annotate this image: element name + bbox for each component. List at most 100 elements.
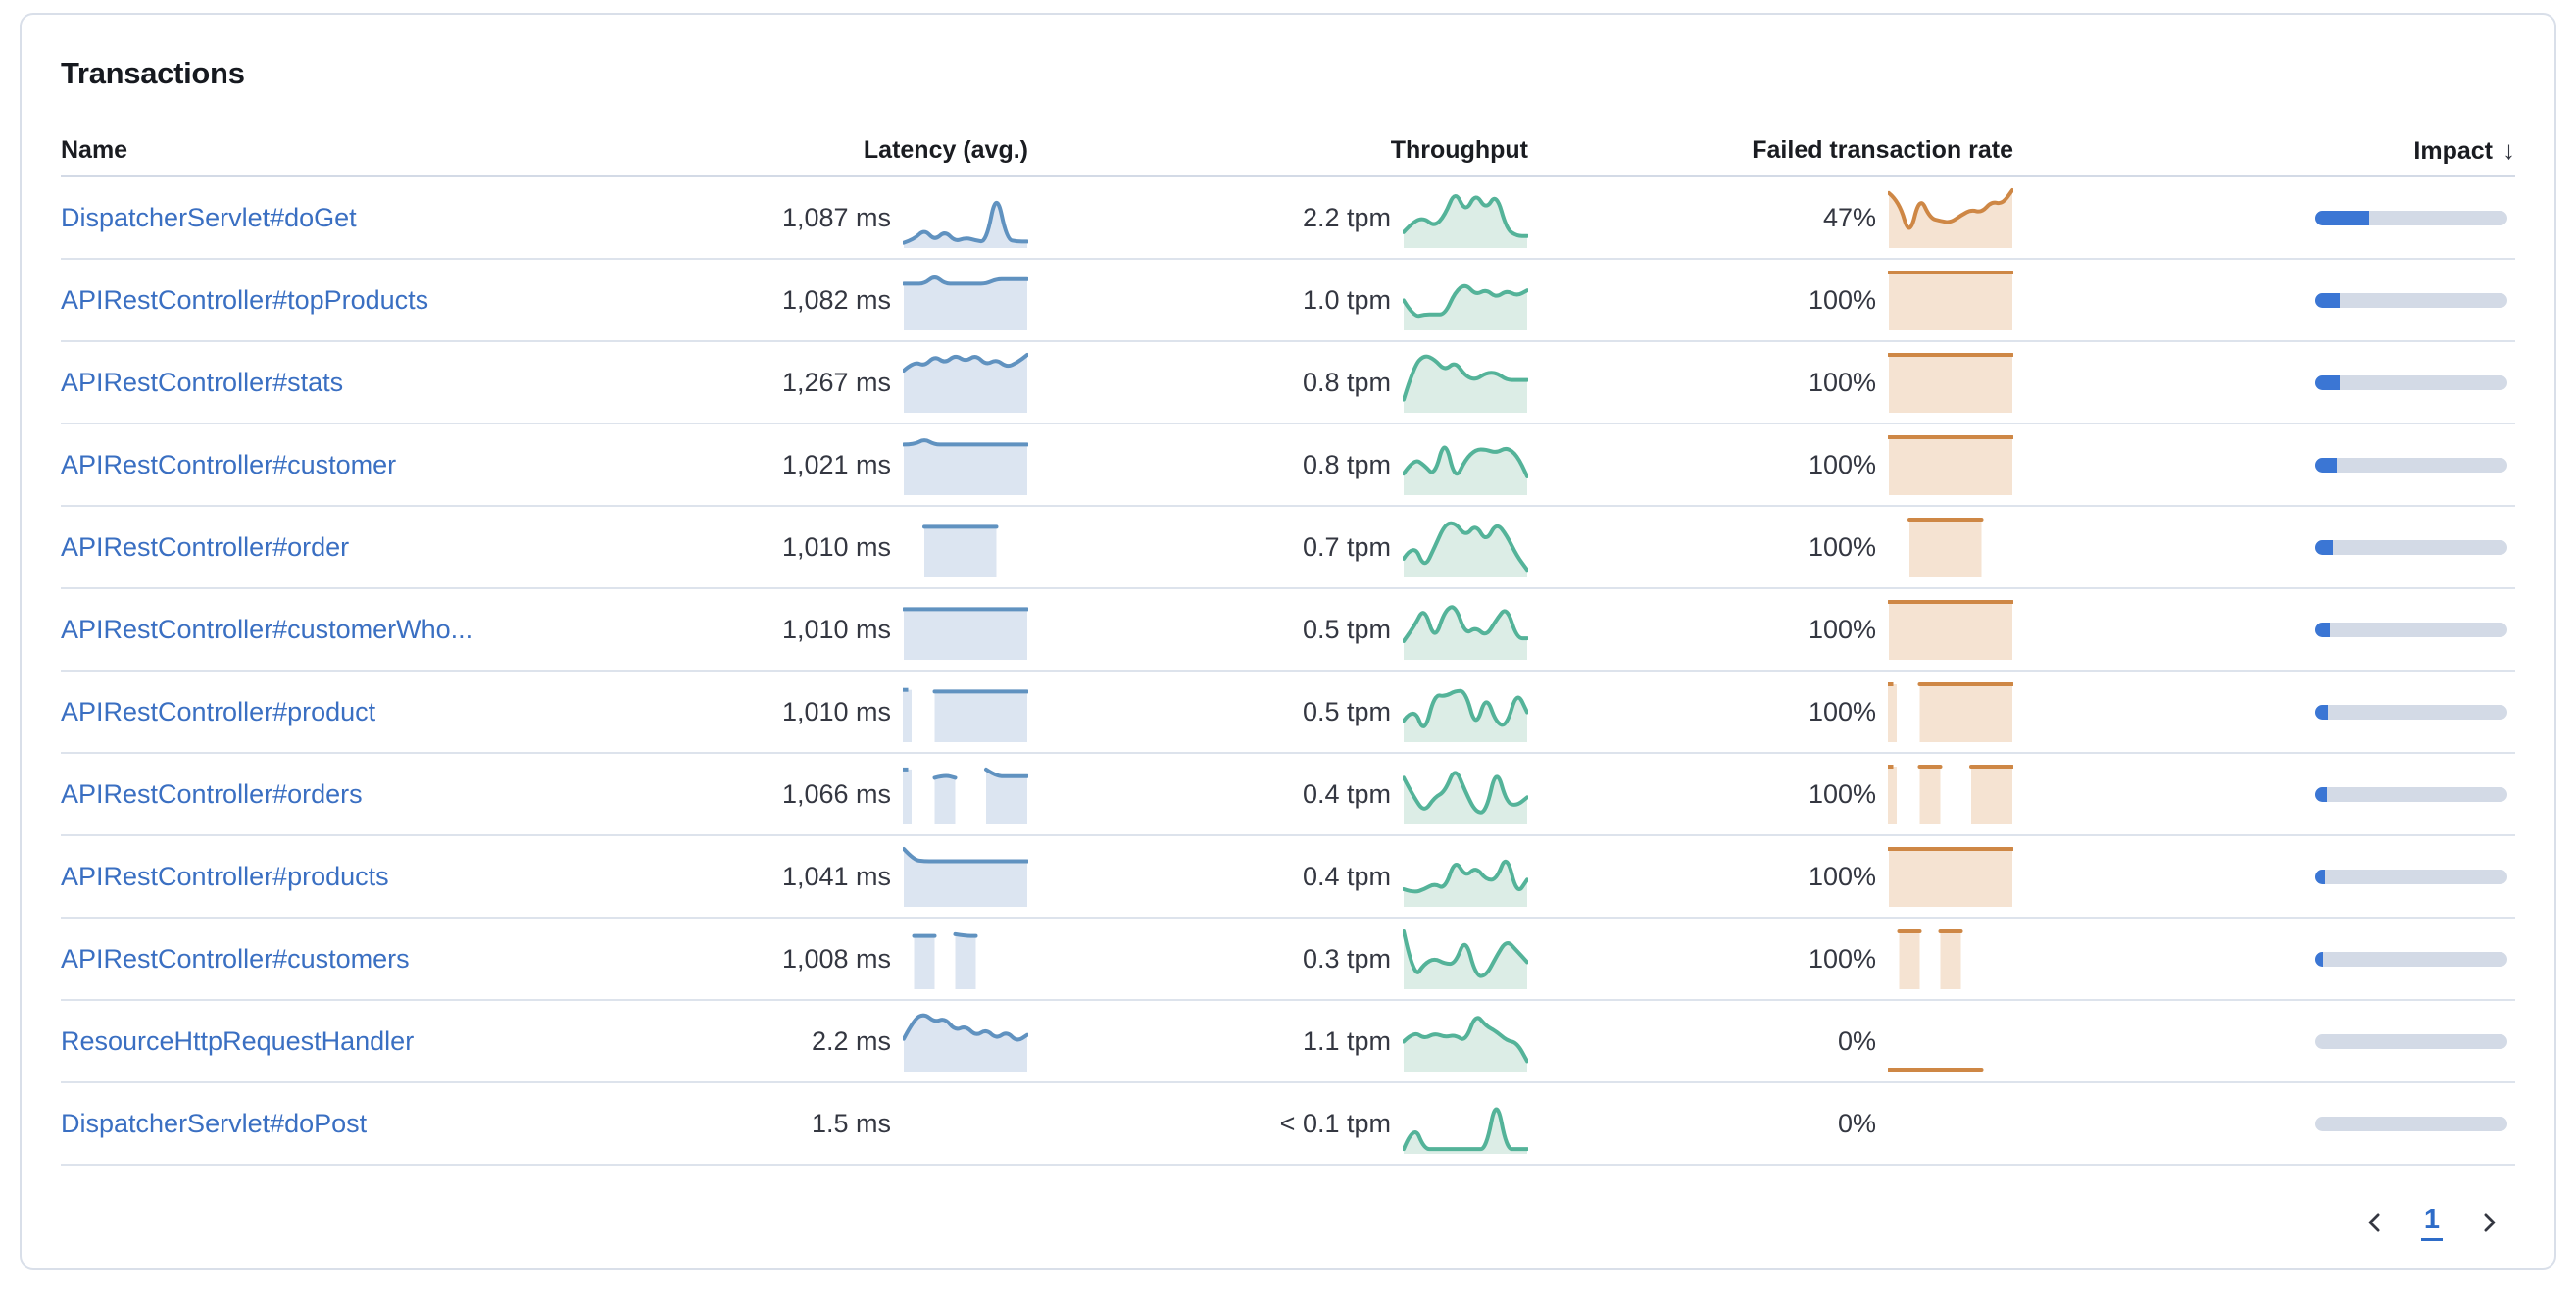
transaction-link[interactable]: APIRestController#customerWho... (61, 614, 473, 644)
impact-bar-fill (2315, 786, 2327, 802)
failed-rate-sparkline (1888, 187, 2013, 248)
failed-rate-value: 100% (1808, 778, 1876, 809)
throughput-value: 0.5 tpm (1302, 614, 1391, 644)
throughput-value: 0.7 tpm (1302, 531, 1391, 562)
throughput-value: 0.8 tpm (1302, 367, 1391, 397)
latency-sparkline (903, 1011, 1028, 1072)
column-header-name[interactable]: Name (61, 135, 128, 164)
table-row: ResourceHttpRequestHandler 2.2 ms 1.1 tpm 0… (61, 1001, 2515, 1083)
failed-rate-sparkline (1888, 434, 2013, 495)
throughput-value: 0.3 tpm (1302, 943, 1391, 973)
transaction-link[interactable]: APIRestController#customer (61, 449, 397, 479)
failed-rate-sparkline (1888, 270, 2013, 330)
impact-bar-fill (2315, 539, 2333, 555)
latency-value: 1,082 ms (781, 284, 891, 315)
latency-value: 2.2 ms (811, 1025, 891, 1056)
failed-rate-sparkline (1888, 928, 2013, 989)
previous-page-button[interactable] (2360, 1208, 2390, 1237)
column-header-failed-rate[interactable]: Failed transaction rate (1752, 135, 2013, 164)
chevron-left-icon (2368, 1213, 2380, 1232)
impact-bar-fill (2315, 210, 2369, 225)
throughput-sparkline (1403, 517, 1528, 577)
latency-value: 1,267 ms (781, 367, 891, 397)
latency-sparkline (903, 352, 1028, 413)
failed-rate-value: 100% (1808, 943, 1876, 973)
latency-value: 1,010 ms (781, 531, 891, 562)
throughput-sparkline (1403, 1011, 1528, 1072)
transaction-link[interactable]: APIRestController#customers (61, 943, 410, 973)
throughput-sparkline (1403, 1093, 1528, 1154)
sort-desc-icon: ↓ (2502, 134, 2515, 165)
latency-value: 1,021 ms (781, 449, 891, 479)
failed-rate-sparkline (1888, 352, 2013, 413)
impact-bar-fill (2315, 951, 2323, 967)
table-header-row: Name Latency (avg.) Throughput Failed tr… (61, 125, 2515, 177)
column-header-throughput[interactable]: Throughput (1390, 135, 1528, 164)
table-row: DispatcherServlet#doPost 1.5 ms < 0.1 tpm 0… (61, 1083, 2515, 1166)
table-row: APIRestController#customer 1,021 ms 0.8 tp… (61, 424, 2515, 507)
table-row: APIRestController#order 1,010 ms 0.7 tpm 10… (61, 507, 2515, 589)
pagination: 1 (61, 1195, 2515, 1250)
failed-rate-value: 47% (1822, 202, 1876, 232)
impact-bar (2315, 210, 2507, 225)
transaction-link[interactable]: APIRestController#product (61, 696, 376, 726)
latency-sparkline (903, 517, 1028, 577)
failed-rate-sparkline (1888, 517, 2013, 577)
latency-value: 1,010 ms (781, 696, 891, 726)
transaction-link[interactable]: APIRestController#order (61, 531, 350, 562)
impact-bar (2315, 457, 2507, 473)
latency-value: 1,008 ms (781, 943, 891, 973)
impact-bar (2315, 1116, 2507, 1131)
throughput-value: 2.2 tpm (1302, 202, 1391, 232)
latency-sparkline (903, 270, 1028, 330)
failed-rate-value: 100% (1808, 531, 1876, 562)
throughput-sparkline (1403, 681, 1528, 742)
failed-rate-sparkline (1888, 599, 2013, 660)
next-page-button[interactable] (2474, 1208, 2503, 1237)
page-number-1[interactable]: 1 (2420, 1204, 2443, 1241)
throughput-value: 0.5 tpm (1302, 696, 1391, 726)
transaction-link[interactable]: ResourceHttpRequestHandler (61, 1025, 415, 1056)
latency-sparkline (903, 846, 1028, 907)
transaction-link[interactable]: DispatcherServlet#doGet (61, 202, 357, 232)
panel-title: Transactions (61, 56, 245, 90)
latency-sparkline (903, 599, 1028, 660)
throughput-sparkline (1403, 270, 1528, 330)
transaction-link[interactable]: APIRestController#stats (61, 367, 344, 397)
impact-bar (2315, 786, 2507, 802)
impact-bar-fill (2315, 869, 2325, 884)
impact-bar (2315, 951, 2507, 967)
transaction-link[interactable]: APIRestController#topProducts (61, 284, 429, 315)
latency-sparkline (903, 434, 1028, 495)
column-header-impact[interactable]: Impact ↓ (2413, 134, 2515, 165)
chevron-right-icon (2484, 1213, 2496, 1232)
latency-sparkline (903, 764, 1028, 824)
table-row: DispatcherServlet#doGet 1,087 ms 2.2 tpm 47… (61, 177, 2515, 260)
transactions-panel: Transactions Name Latency (avg.) Through… (20, 13, 2556, 1270)
transaction-link[interactable]: DispatcherServlet#doPost (61, 1108, 368, 1138)
failed-rate-value: 100% (1808, 861, 1876, 891)
latency-value: 1,041 ms (781, 861, 891, 891)
column-header-latency[interactable]: Latency (avg.) (863, 135, 1028, 164)
throughput-sparkline (1403, 352, 1528, 413)
transaction-link[interactable]: APIRestController#products (61, 861, 389, 891)
transaction-link[interactable]: APIRestController#orders (61, 778, 363, 809)
latency-sparkline (903, 1093, 1028, 1154)
impact-bar (2315, 622, 2507, 637)
table-row: APIRestController#product 1,010 ms 0.5 tpm… (61, 672, 2515, 754)
throughput-sparkline (1403, 434, 1528, 495)
throughput-value: 0.8 tpm (1302, 449, 1391, 479)
impact-bar (2315, 1033, 2507, 1049)
impact-bar-fill (2315, 374, 2340, 390)
throughput-value: 1.0 tpm (1302, 284, 1391, 315)
failed-rate-value: 0% (1837, 1025, 1876, 1056)
table-row: APIRestController#products 1,041 ms 0.4 tp… (61, 836, 2515, 919)
failed-rate-sparkline (1888, 681, 2013, 742)
impact-bar (2315, 539, 2507, 555)
failed-rate-value: 100% (1808, 614, 1876, 644)
impact-bar-fill (2315, 292, 2341, 308)
throughput-value: 1.1 tpm (1302, 1025, 1391, 1056)
latency-value: 1.5 ms (811, 1108, 891, 1138)
table-row: APIRestController#customerWho... 1,010 ms… (61, 589, 2515, 672)
latency-sparkline (903, 928, 1028, 989)
